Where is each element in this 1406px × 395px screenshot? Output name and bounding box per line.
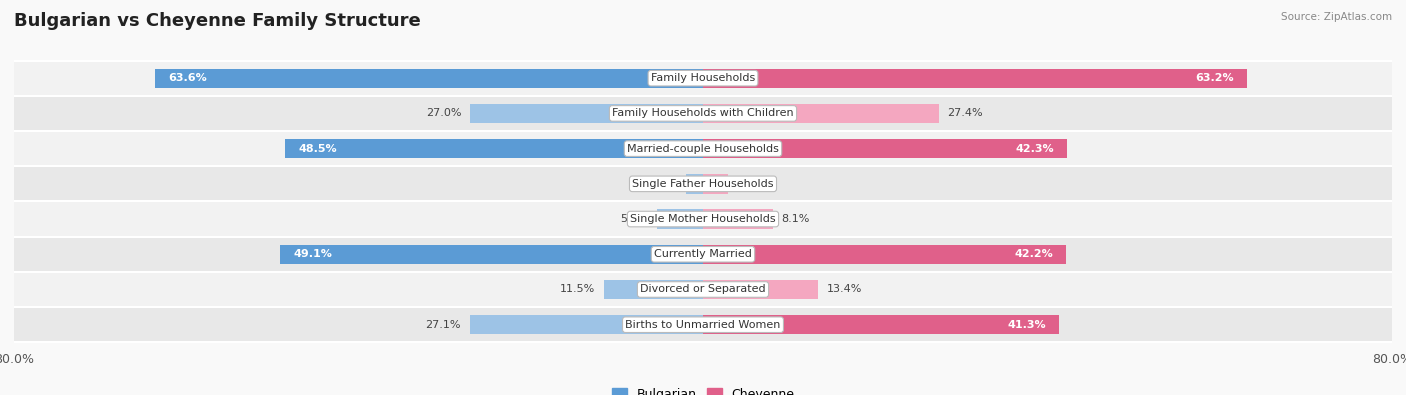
Bar [155, 68, 703, 88]
Bar [703, 280, 818, 299]
Text: Married-couple Households: Married-couple Households [627, 144, 779, 154]
Legend: Bulgarian, Cheyenne: Bulgarian, Cheyenne [606, 383, 800, 395]
Bar [471, 104, 703, 123]
Text: Currently Married: Currently Married [654, 249, 752, 259]
Bar [14, 272, 1392, 307]
Bar [703, 104, 939, 123]
Bar [14, 60, 1392, 96]
Text: Source: ZipAtlas.com: Source: ZipAtlas.com [1281, 12, 1392, 22]
Bar [14, 131, 1392, 166]
Bar [14, 96, 1392, 131]
Bar [605, 280, 703, 299]
Bar [14, 307, 1392, 342]
Bar [703, 68, 1247, 88]
Text: 42.3%: 42.3% [1015, 144, 1054, 154]
Text: 2.9%: 2.9% [737, 179, 765, 189]
Bar [14, 166, 1392, 201]
Text: 27.1%: 27.1% [426, 320, 461, 330]
Text: 8.1%: 8.1% [782, 214, 810, 224]
Text: Births to Unmarried Women: Births to Unmarried Women [626, 320, 780, 330]
Bar [703, 245, 1066, 264]
Bar [280, 245, 703, 264]
Bar [285, 139, 703, 158]
Text: 49.1%: 49.1% [292, 249, 332, 259]
Bar [703, 209, 773, 229]
Text: 2.0%: 2.0% [648, 179, 678, 189]
Text: 13.4%: 13.4% [827, 284, 862, 295]
Bar [703, 139, 1067, 158]
Bar [470, 315, 703, 335]
Text: 5.3%: 5.3% [620, 214, 648, 224]
Text: 63.6%: 63.6% [169, 73, 207, 83]
Bar [703, 315, 1059, 335]
Text: 63.2%: 63.2% [1195, 73, 1234, 83]
Text: 42.2%: 42.2% [1015, 249, 1053, 259]
Text: 41.3%: 41.3% [1007, 320, 1046, 330]
Bar [703, 174, 728, 194]
Text: 11.5%: 11.5% [560, 284, 595, 295]
Text: Divorced or Separated: Divorced or Separated [640, 284, 766, 295]
Text: Bulgarian vs Cheyenne Family Structure: Bulgarian vs Cheyenne Family Structure [14, 12, 420, 30]
Text: Family Households: Family Households [651, 73, 755, 83]
Bar [686, 174, 703, 194]
Text: 27.4%: 27.4% [948, 108, 983, 118]
Text: Single Father Households: Single Father Households [633, 179, 773, 189]
Text: Family Households with Children: Family Households with Children [612, 108, 794, 118]
Bar [658, 209, 703, 229]
Bar [14, 201, 1392, 237]
Text: 27.0%: 27.0% [426, 108, 461, 118]
Bar [14, 237, 1392, 272]
Text: 48.5%: 48.5% [298, 144, 337, 154]
Text: Single Mother Households: Single Mother Households [630, 214, 776, 224]
